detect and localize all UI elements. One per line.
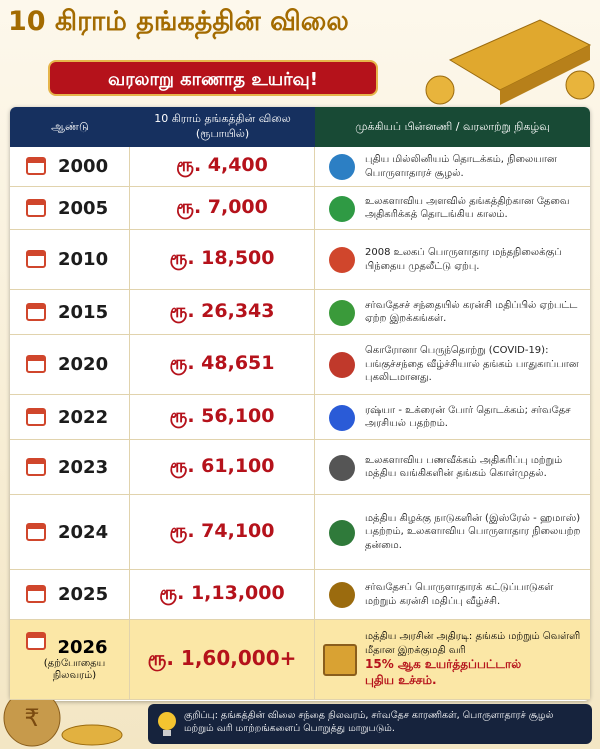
subtitle-banner: வரலாறு காணாத உயர்வு! bbox=[48, 60, 378, 96]
calendar-icon bbox=[26, 355, 46, 373]
event-cell: ரஷ்யா - உக்ரைன் போர் தொடக்கம்; சர்வதேச அ… bbox=[315, 395, 590, 440]
year-cell: 2005 bbox=[10, 187, 130, 230]
year-cell: 2015 bbox=[10, 290, 130, 335]
price-cell: ரூ. 61,100 bbox=[130, 440, 315, 495]
event-icon bbox=[329, 582, 355, 608]
column-header: ஆண்டு bbox=[10, 107, 130, 147]
current-year-note: (தற்போதைய நிலவரம்) bbox=[43, 658, 106, 681]
current-note: மத்திய அரசின் அதிரடி: தங்கம் மற்றும் வெள… bbox=[365, 631, 581, 656]
bulb-icon bbox=[158, 712, 176, 736]
column-header: 10 கிராம் தங்கத்தின் விலை (ரூபாயில்) bbox=[130, 107, 315, 147]
calendar-icon bbox=[26, 407, 46, 426]
year-cell: 2023 bbox=[10, 440, 130, 495]
table bbox=[10, 107, 590, 701]
event-icon bbox=[329, 352, 355, 378]
column-header: முக்கியப் பின்னணி / வரலாற்று நிகழ்வு bbox=[315, 107, 590, 147]
bank-icon bbox=[323, 644, 357, 676]
price-cell: ரூ. 26,343 bbox=[130, 290, 315, 335]
price-cell: ரூ. 4,400 bbox=[130, 147, 315, 187]
event-cell: புதிய மில்லினியம் தொடக்கம், நிலையான பொரு… bbox=[315, 147, 590, 187]
event-cell: கொரோனா பெருந்தொற்று (COVID-19): பங்குச்ச… bbox=[315, 335, 590, 395]
calendar-icon bbox=[26, 585, 46, 603]
event-cell: சர்வதேசப் பொருளாதாரக் கட்டுப்பாடுகள் மற்… bbox=[315, 570, 590, 620]
current-event-cell: மத்திய அரசின் அதிரடி: தங்கம் மற்றும் வெள… bbox=[315, 620, 590, 700]
event-cell: உலகளாவிய பணவீக்கம் அதிகரிப்பு மற்றும் மத… bbox=[315, 440, 590, 495]
event-cell: உலகளாவிய அளவில் தங்கத்திற்கான தேவை அதிகர… bbox=[315, 187, 590, 230]
calendar-icon bbox=[26, 250, 46, 268]
year-cell: 2025 bbox=[10, 570, 130, 620]
current-highlight: 15% ஆக உயர்த்தப்பட்டால் bbox=[365, 657, 522, 671]
gold-bars-illustration bbox=[425, 19, 595, 105]
calendar-icon bbox=[26, 302, 46, 321]
event-cell: மத்திய கிழக்கு நாடுகளின் (இஸ்ரேல் - ஹமாஸ… bbox=[315, 495, 590, 570]
price-cell: ரூ. 1,13,000 bbox=[130, 570, 315, 620]
title: 10 கிராம் தங்கத்தின் விலை bbox=[8, 6, 349, 37]
calendar-icon bbox=[26, 457, 46, 476]
event-cell: சர்வதேசச் சந்தையில் கரன்சி மதிப்பில் ஏற்… bbox=[315, 290, 590, 335]
year-cell: 2024 bbox=[10, 495, 130, 570]
year-cell: 2010 bbox=[10, 230, 130, 290]
price-cell: ரூ. 74,100 bbox=[130, 495, 315, 570]
event-icon bbox=[329, 519, 355, 546]
event-icon bbox=[329, 195, 355, 222]
event-icon bbox=[329, 154, 355, 180]
year-cell: 2020 bbox=[10, 335, 130, 395]
current-highlight-end: புதிய உச்சம். bbox=[365, 673, 437, 687]
current-year-cell: 2026 (தற்போதைய நிலவரம்) bbox=[10, 620, 130, 700]
svg-text:₹: ₹ bbox=[24, 704, 39, 732]
event-cell: 2008 உலகப் பொருளாதார மந்தநிலைக்குப் பிந்… bbox=[315, 230, 590, 290]
coin-bag-illustration: ₹ bbox=[3, 689, 123, 747]
event-icon bbox=[329, 299, 355, 326]
price-cell: ரூ. 48,651 bbox=[130, 335, 315, 395]
footer-note: குறிப்பு: தங்கத்தின் விலை சந்தை நிலவரம்,… bbox=[148, 704, 592, 744]
calendar-icon bbox=[26, 157, 46, 175]
calendar-icon bbox=[26, 522, 46, 541]
year-cell: 2000 bbox=[10, 147, 130, 187]
event-icon bbox=[329, 247, 355, 273]
price-cell: ரூ. 7,000 bbox=[130, 187, 315, 230]
event-icon bbox=[329, 404, 355, 431]
calendar-icon bbox=[26, 632, 46, 650]
price-cell: ரூ. 56,100 bbox=[130, 395, 315, 440]
year-cell: 2022 bbox=[10, 395, 130, 440]
price-cell: ரூ. 18,500 bbox=[130, 230, 315, 290]
calendar-icon bbox=[26, 198, 46, 217]
current-price: ரூ. 1,60,000+ bbox=[130, 620, 315, 700]
current-year: 2026 bbox=[57, 637, 108, 658]
event-icon bbox=[329, 454, 355, 481]
